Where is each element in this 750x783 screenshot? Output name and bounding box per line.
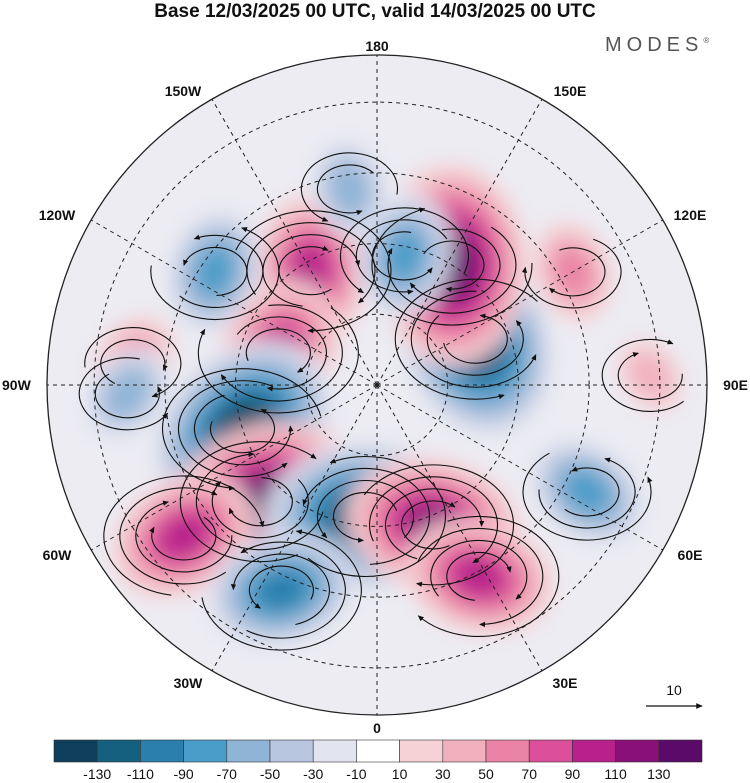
- colorbar-segment-7: [356, 739, 400, 763]
- meridian-30: [376, 384, 548, 680]
- registered-mark: ®: [703, 36, 710, 45]
- label-0: 0: [373, 720, 381, 736]
- colorbar-tick-label: 90: [565, 766, 581, 782]
- meridian-150: [376, 90, 548, 386]
- colorbar-segment-8: [399, 739, 444, 763]
- anomaly-center-18: [618, 340, 682, 411]
- map-disk: [47, 55, 707, 715]
- label-30e: 30E: [553, 675, 578, 691]
- latitude-circle-75: [305, 313, 449, 457]
- meridian-210: [206, 90, 378, 386]
- colorbar-tick-label: 50: [478, 766, 494, 782]
- colorbar-tick-label: -130: [83, 766, 111, 782]
- streamline-loop-14: [371, 207, 533, 326]
- label-150e: 150E: [554, 83, 587, 99]
- meridian-300: [82, 384, 378, 556]
- streamline-loop-6: [179, 441, 324, 563]
- streamline-loop-5: [78, 357, 169, 431]
- colorbar-segment-3: [183, 739, 228, 763]
- colorbar-segment-2: [140, 739, 184, 763]
- colorbar-tick-label: 30: [435, 766, 451, 782]
- colorbar-tick-label: 70: [521, 766, 537, 782]
- anomaly-center-17: [311, 138, 388, 239]
- anomaly-center-5: [84, 347, 170, 440]
- label-180: 180: [365, 38, 389, 54]
- streamline-loop-12: [522, 452, 653, 541]
- latitude-circle-60: [235, 243, 519, 527]
- meridian-330: [206, 384, 378, 680]
- streamline-loop-1: [150, 227, 280, 320]
- streamline-loop-15: [521, 238, 622, 309]
- streamline-loop-8: [302, 455, 447, 578]
- colorbar-tick-label: 10: [392, 766, 408, 782]
- colorbar-segment-14: [658, 739, 703, 763]
- label-60w: 60W: [43, 547, 73, 563]
- reference-vector: 10: [646, 682, 703, 709]
- colorbar-tick-label: -30: [303, 766, 323, 782]
- reference-vector-value: 10: [666, 682, 682, 698]
- label-90w: 90W: [2, 377, 32, 393]
- brand-text: MODES: [605, 34, 704, 56]
- colorbar-segment-4: [226, 739, 271, 763]
- colorbar-tick-label: -50: [260, 766, 280, 782]
- meridian-120: [376, 214, 672, 386]
- meridian-240: [82, 214, 378, 386]
- colorbar-segment-11: [528, 739, 573, 763]
- label-30w: 30W: [174, 675, 204, 691]
- streamline-loop-17: [300, 152, 398, 222]
- streamline-loop-18: [601, 338, 684, 412]
- streamline-loop-4: [161, 368, 322, 491]
- streamline-loop-2: [84, 327, 182, 398]
- colorbar-tick-label: -10: [346, 766, 366, 782]
- streamline-loop-7: [103, 475, 265, 596]
- colorbar-tick-label: -70: [217, 766, 237, 782]
- meridian-60: [376, 384, 672, 556]
- streamline-loop-16: [339, 207, 469, 295]
- label-60e: 60E: [678, 547, 703, 563]
- colorbar-segment-10: [485, 739, 530, 763]
- label-120e: 120E: [674, 207, 707, 223]
- streamline-loop-10: [363, 464, 514, 587]
- streamline-loop-9: [201, 529, 362, 651]
- colorbar-segment-9: [442, 739, 487, 763]
- streamline-loop-0: [235, 210, 392, 334]
- label-90e: 90E: [723, 377, 748, 393]
- colorbar-tick-label: 110: [604, 766, 627, 782]
- colorbar-segment-0: [53, 739, 98, 763]
- streamline-loop-11: [417, 515, 560, 637]
- latitude-circle-45: [164, 172, 590, 598]
- colorbar-segment-1: [96, 739, 141, 763]
- wind-streamlines: [78, 152, 684, 651]
- colorbar-tick-label: -90: [173, 766, 193, 782]
- label-150w: 150W: [165, 83, 202, 99]
- modes-logo: MODES®: [605, 34, 709, 57]
- colorbar-tick-label: -110: [127, 766, 154, 782]
- colorbar-segment-12: [572, 739, 616, 763]
- anomaly-center-11: [404, 518, 554, 635]
- map-title: Base 12/03/2025 00 UTC, valid 14/03/2025…: [154, 1, 596, 22]
- colorbar-segment-13: [615, 739, 660, 763]
- graticule: [47, 55, 707, 715]
- map-boundary: [46, 54, 708, 716]
- streamline-loop-13: [394, 278, 538, 400]
- anomaly-center-12: [529, 438, 645, 546]
- colorbar-segment-6: [312, 739, 357, 763]
- anomaly-center-9: [206, 532, 357, 648]
- label-120w: 120W: [39, 207, 76, 223]
- colorbar-segment-5: [269, 739, 314, 763]
- colorbar: -130 -110 -90 -70 -50 -30 -10 10 30 50 70 90 110 130: [53, 739, 703, 782]
- colorbar-tick-label: 130: [647, 766, 671, 782]
